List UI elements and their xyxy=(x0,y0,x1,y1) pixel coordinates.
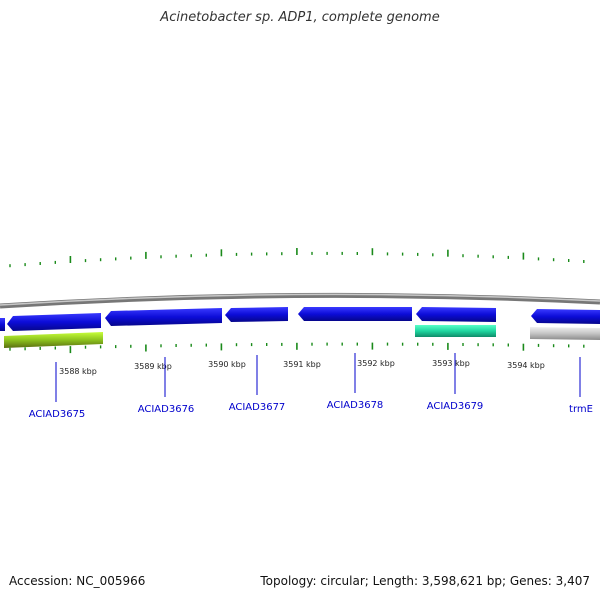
inner-tick-marks xyxy=(9,342,585,354)
gene-label-aciad3675[interactable]: ACIAD3675 xyxy=(29,409,86,420)
gene-label-lines xyxy=(55,353,581,402)
feature-green-bar[interactable] xyxy=(4,332,103,348)
map-title: Acinetobacter sp. ADP1, complete genome xyxy=(160,10,440,25)
kbp-label: 3592 kbp xyxy=(357,359,395,368)
gene-aciad3679-arrow[interactable] xyxy=(416,307,496,322)
gene-aciad3676-arrow[interactable] xyxy=(105,308,222,326)
feature-gray-bar[interactable] xyxy=(530,327,600,340)
gene-label-aciad3679[interactable]: ACIAD3679 xyxy=(427,401,484,412)
gene-left-edge[interactable] xyxy=(0,318,5,331)
kbp-label: 3589 kbp xyxy=(134,362,172,371)
genome-summary: Topology: circular; Length: 3,598,621 bp… xyxy=(260,574,590,588)
kbp-label: 3591 kbp xyxy=(283,360,321,369)
genome-backbone-highlight xyxy=(0,293,600,306)
kbp-label: 3588 kbp xyxy=(59,367,97,376)
feature-teal-bar[interactable] xyxy=(415,325,496,337)
gene-aciad3677-arrow[interactable] xyxy=(225,307,288,322)
kbp-label: 3593 kbp xyxy=(432,359,470,368)
genome-backbone xyxy=(0,292,600,309)
gene-label-aciad3676[interactable]: ACIAD3676 xyxy=(138,404,195,415)
accession-info: Accession: NC_005966 xyxy=(9,574,146,588)
gene-label-trme[interactable]: trmE xyxy=(569,404,593,415)
gene-label-aciad3678[interactable]: ACIAD3678 xyxy=(327,400,384,411)
gene-labels: ACIAD3675 ACIAD3676 ACIAD3677 ACIAD3678 … xyxy=(29,400,593,420)
gene-aciad3675-arrow[interactable] xyxy=(7,313,101,331)
gene-trme-arrow[interactable] xyxy=(531,309,600,324)
kbp-scale: 3588 kbp 3589 kbp 3590 kbp 3591 kbp 3592… xyxy=(59,359,545,376)
kbp-label: 3594 kbp xyxy=(507,361,545,370)
gene-label-aciad3677[interactable]: ACIAD3677 xyxy=(229,402,286,413)
kbp-label: 3590 kbp xyxy=(208,360,246,369)
gene-aciad3678-arrow[interactable] xyxy=(298,307,412,321)
outer-tick-marks xyxy=(9,248,585,268)
